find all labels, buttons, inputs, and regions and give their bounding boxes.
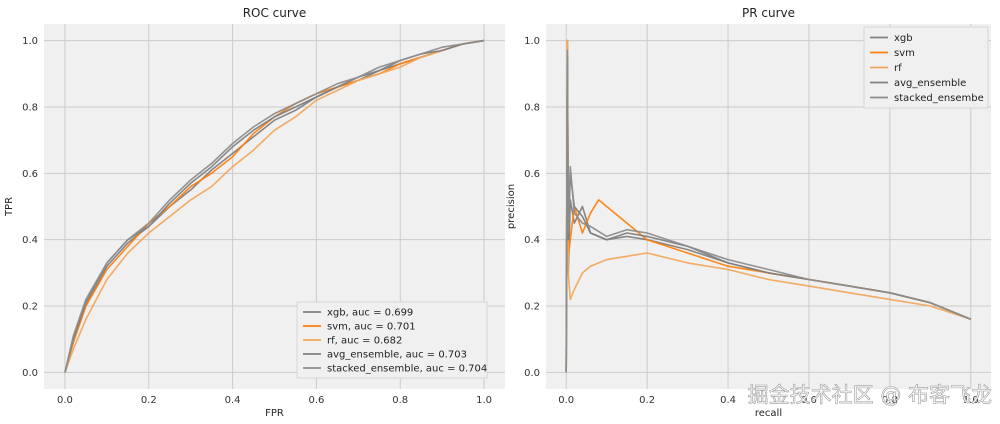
pr-xtick-label: 0.6 (801, 395, 817, 406)
pr-legend-label: avg_ensemble (894, 78, 966, 89)
pr-xtick-label: 0.4 (720, 395, 736, 406)
roc-legend-label: svm, auc = 0.701 (327, 322, 416, 333)
roc-ytick-label: 0.6 (22, 169, 38, 180)
pr-ytick-label: 0.4 (524, 235, 540, 246)
roc-series-line (64, 39, 485, 373)
roc-y-axis-label: TPR (4, 197, 15, 217)
pr-ytick-label: 1.0 (524, 36, 540, 47)
pr-ytick-label: 0.2 (524, 302, 540, 313)
roc-xtick-label: 0.6 (308, 395, 324, 406)
watermark-text: 掘金技术社区 @ 布客飞龙 (748, 383, 992, 407)
pr-y-axis-label: precision (506, 184, 517, 229)
roc-xtick-label: 1.0 (476, 395, 492, 406)
pr-xtick-label: 0.8 (882, 395, 898, 406)
roc-series-line (64, 39, 485, 373)
roc-ytick-label: 0.4 (22, 235, 38, 246)
roc-legend-label: avg_ensemble, auc = 0.703 (327, 350, 467, 361)
roc-xtick-label: 0.0 (57, 395, 73, 406)
roc-chart: 0.0 0.0 0.2 0.2 0.4 0.4 0.6 0.6 0.8 0.8 1.0 1.0 ROC … (4, 6, 505, 419)
pr-ytick-label: 0.0 (524, 368, 540, 379)
roc-legend (296, 301, 488, 379)
pr-series-line (565, 49, 972, 373)
pr-x-axis-label: recall (755, 408, 782, 419)
roc-ytick-label: 1.0 (22, 36, 38, 47)
roc-series-line (64, 39, 485, 373)
roc-xtick-label: 0.2 (141, 395, 157, 406)
roc-ytick-label: 0.2 (22, 302, 38, 313)
roc-xtick-label: 0.4 (225, 395, 241, 406)
pr-chart: 0.0 0.0 0.2 0.2 0.4 0.4 0.6 0.6 0.8 0.8 1.0 1.0 PR c… (506, 6, 991, 419)
pr-legend-label: svm (894, 48, 915, 59)
pr-xtick-label: 0.2 (639, 395, 655, 406)
pr-xtick-label: 0.0 (558, 395, 574, 406)
pr-legend-label: xgb (894, 33, 913, 44)
pr-legend-label: stacked_ensembe (894, 93, 984, 104)
roc-chart-title: ROC curve (243, 6, 307, 20)
roc-legend-label: rf, auc = 0.682 (327, 336, 402, 347)
pr-ytick-label: 0.8 (524, 102, 540, 113)
roc-xtick-label: 0.8 (392, 395, 408, 406)
pr-legend-label: rf (894, 63, 902, 74)
pr-ytick-label: 0.6 (524, 169, 540, 180)
roc-ytick-label: 0.8 (22, 102, 38, 113)
roc-ytick-label: 0.0 (22, 368, 38, 379)
roc-legend-label: xgb, auc = 0.699 (327, 308, 413, 319)
pr-chart-title: PR curve (742, 6, 795, 20)
roc-legend-label: stacked_ensemble, auc = 0.704 (327, 364, 487, 375)
pr-xtick-label: 1.0 (963, 395, 979, 406)
pr-series-line (565, 39, 972, 373)
roc-x-axis-label: FPR (265, 408, 284, 419)
